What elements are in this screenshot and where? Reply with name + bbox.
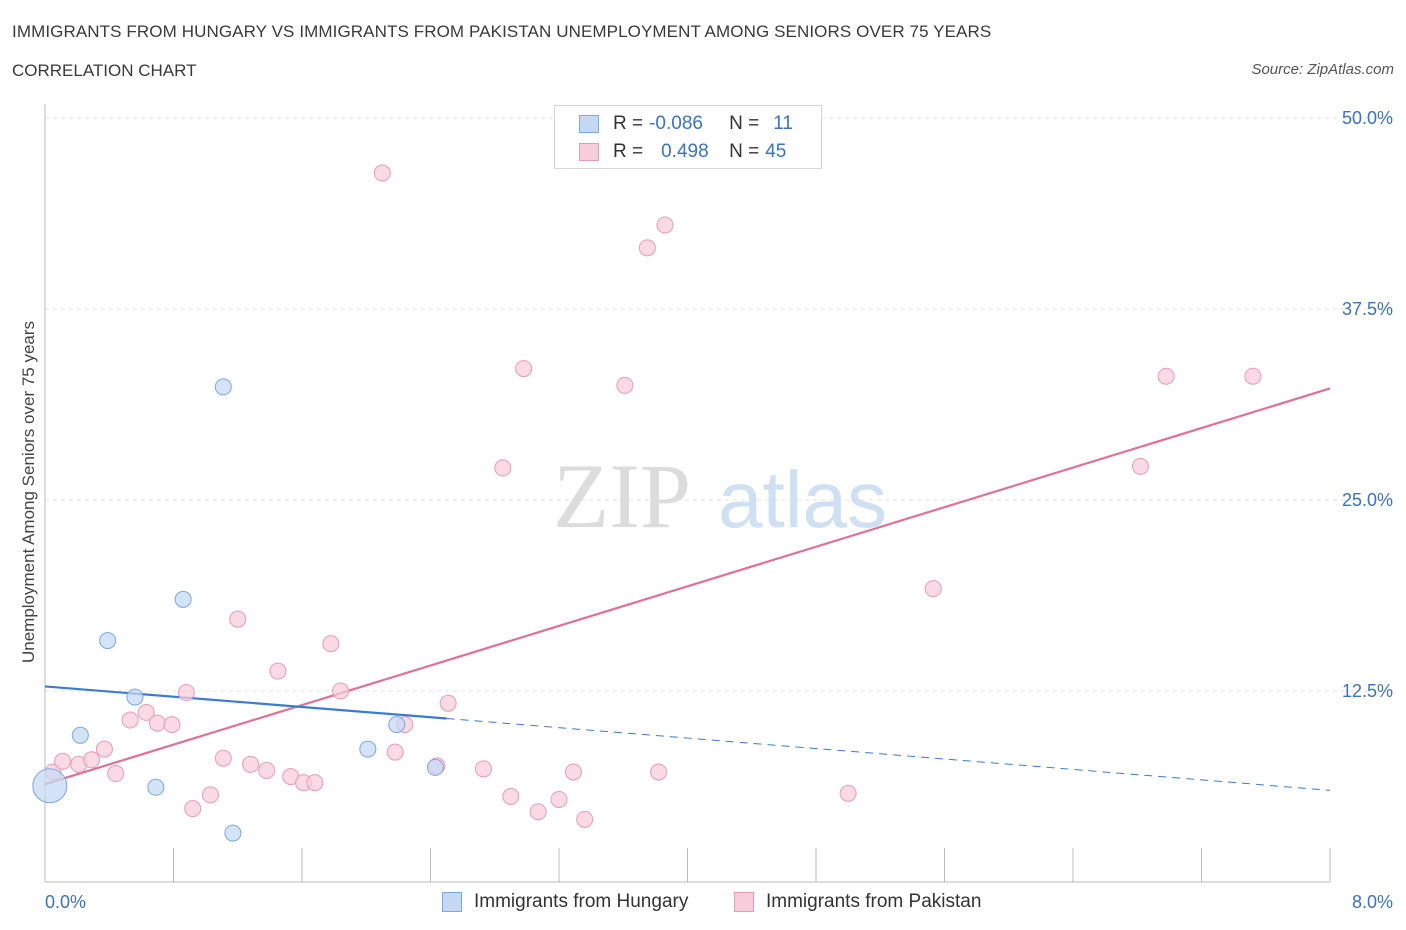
legend-row-pakistan: R = 0.498 N = 45 [579, 140, 786, 164]
r-label: R = [613, 113, 644, 134]
pakistan-point [306, 774, 324, 792]
pakistan-point [439, 694, 457, 712]
pakistan-point [137, 703, 155, 721]
pakistan-point [373, 164, 391, 182]
watermark: ZIP atlas [553, 445, 887, 547]
pakistan-point [550, 790, 568, 808]
y-tick-labels: 12.5% 25.0% 37.5% 50.0% [1342, 108, 1393, 701]
y-tick-label: 25.0% [1342, 490, 1393, 510]
pakistan-point [177, 684, 195, 702]
pakistan-point [1157, 367, 1175, 385]
n-label: N = [729, 113, 760, 134]
pakistan-point [475, 760, 493, 778]
pakistan-point [184, 800, 202, 818]
pakistan-point [494, 459, 512, 477]
y-tick-label: 50.0% [1342, 108, 1393, 128]
trend-lines [44, 387, 1331, 791]
pakistan-swatch [579, 143, 599, 161]
n-label: N = [729, 141, 760, 162]
pakistan-point [258, 761, 276, 779]
watermark-atlas: atlas [718, 455, 887, 544]
hungary-point [99, 632, 117, 650]
hungary-legend-label: Immigrants from Hungary [474, 891, 689, 912]
chart-subtitle: CORRELATION CHART [12, 61, 197, 80]
pakistan-point [638, 239, 656, 257]
pakistan-point [1131, 457, 1149, 475]
hungary-point [214, 378, 232, 396]
pakistan-point [148, 714, 166, 732]
pakistan-point [576, 810, 594, 828]
pakistan-trend-line [44, 387, 1331, 786]
hungary-point [359, 740, 377, 758]
pakistan-r-value: 0.498 [661, 141, 709, 162]
pakistan-point [529, 803, 547, 821]
pakistan-point [201, 786, 219, 804]
pakistan-point [616, 376, 634, 394]
pakistan-point [650, 763, 668, 781]
pakistan-n-value: 45 [765, 141, 787, 162]
pakistan-point [386, 743, 404, 761]
pakistan-point [95, 740, 113, 758]
pakistan-point [229, 610, 247, 628]
r-label: R = [613, 141, 644, 162]
bottom-legend-hungary: Immigrants from Hungary [442, 890, 688, 914]
stats-legend: R = -0.086 N = 11 R = 0.498 N = 45 [554, 105, 822, 169]
x-tick-label: 8.0% [1352, 892, 1393, 912]
y-tick-label: 12.5% [1342, 681, 1393, 701]
hungary-point [174, 590, 192, 608]
hungary-point [126, 688, 144, 706]
x-tick-labels: 0.0% 8.0% [45, 892, 1393, 912]
pakistan-point [839, 784, 857, 802]
hungary-legend-swatch [442, 892, 462, 912]
pakistan-point [332, 682, 350, 700]
hungary-point [147, 778, 165, 796]
bottom-legend-pakistan: Immigrants from Pakistan [734, 890, 981, 914]
pakistan-point [515, 360, 533, 378]
x-tick-label: 0.0% [45, 892, 86, 912]
pakistan-point [269, 662, 287, 680]
pakistan-point [1244, 367, 1262, 385]
pakistan-point [214, 749, 232, 767]
hungary-point [426, 758, 444, 776]
axes [44, 104, 1331, 883]
source-credit: Source: ZipAtlas.com [1251, 61, 1394, 78]
pakistan-point [924, 580, 942, 598]
hungary-points [32, 378, 444, 842]
legend-row-hungary: R = -0.086 N = 11 [579, 112, 793, 136]
pakistan-point [322, 635, 340, 653]
pakistan-point [656, 216, 674, 234]
hungary-swatch [579, 115, 599, 133]
y-tick-label: 37.5% [1342, 299, 1393, 319]
hungary-n-value: 11 [773, 113, 793, 134]
pakistan-legend-label: Immigrants from Pakistan [766, 891, 982, 912]
hungary-trend-line [44, 685, 447, 720]
hungary-point [71, 726, 89, 744]
watermark-zip: ZIP [553, 445, 691, 547]
hungary-r-value: -0.086 [649, 113, 703, 134]
pakistan-point [502, 787, 520, 805]
chart-title: IMMIGRANTS FROM HUNGARY VS IMMIGRANTS FR… [12, 22, 992, 41]
pakistan-legend-swatch [734, 892, 754, 912]
hungary-trend-extension [446, 718, 1331, 791]
pakistan-point [121, 711, 139, 729]
pakistan-point [83, 751, 101, 769]
pakistan-point [107, 765, 125, 783]
hungary-point [388, 716, 406, 734]
hungary-point [32, 768, 68, 804]
pakistan-point [242, 755, 260, 773]
pakistan-point [564, 763, 582, 781]
hungary-point [224, 824, 242, 842]
pakistan-point [54, 752, 72, 770]
pakistan-point [163, 716, 181, 734]
gridlines [45, 117, 1392, 692]
